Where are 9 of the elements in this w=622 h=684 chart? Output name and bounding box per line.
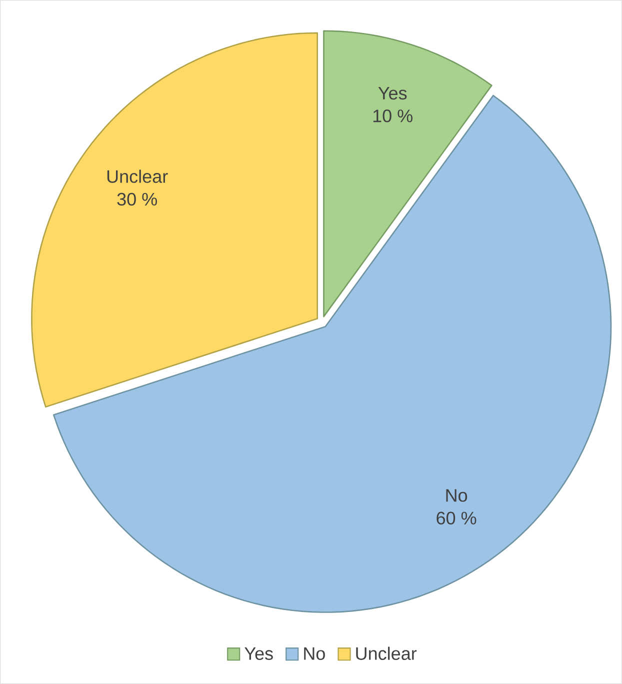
data-label: 10 % [373,110,413,122]
legend-label: No [304,647,325,660]
slice-label: Unclear [107,170,168,183]
slice-label: No [446,489,468,502]
legend-label: Unclear [356,646,417,660]
legend-label: Yes [244,647,273,660]
data-label: 60 % [436,512,476,524]
data-label: 30 % [117,192,158,206]
slice-label: Yes [378,87,407,100]
